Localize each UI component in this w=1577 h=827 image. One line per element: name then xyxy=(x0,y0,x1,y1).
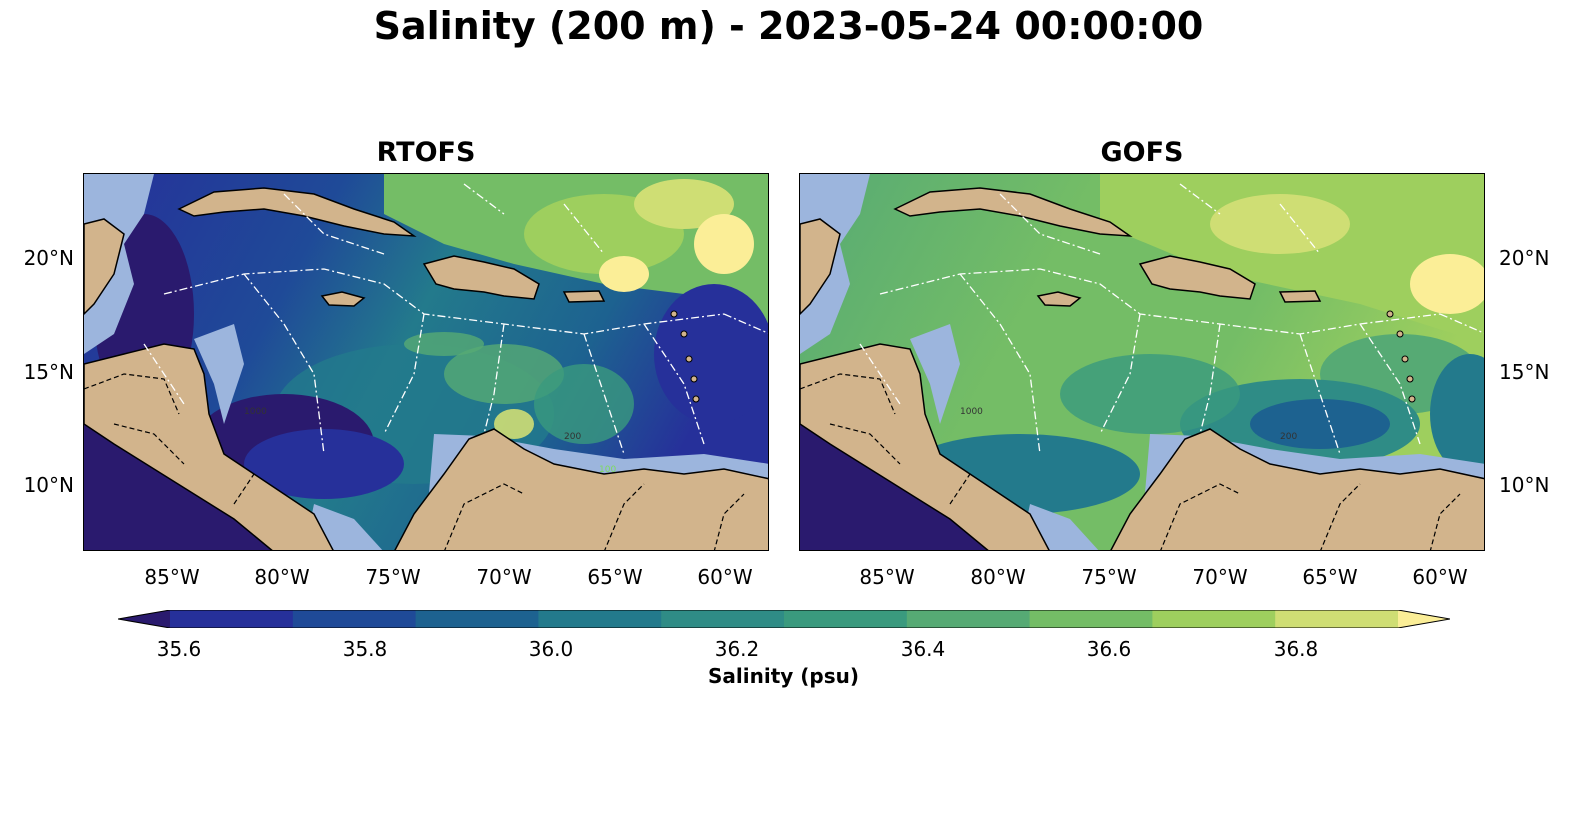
colorbar-tick-label: 36.6 xyxy=(1086,637,1132,661)
contour-label: 100 xyxy=(599,465,616,475)
lat-label-15n-left: 15°N xyxy=(23,360,74,384)
contour-label: 1000 xyxy=(244,407,267,417)
colorbar-segment xyxy=(1275,610,1399,628)
colorbar-extend-max xyxy=(1398,610,1450,628)
lon-label-65w-left: 65°W xyxy=(587,565,643,589)
colorbar-segment xyxy=(661,610,785,628)
colorbar-segment xyxy=(538,610,662,628)
colorbar-tick-label: 36.8 xyxy=(1273,637,1319,661)
lon-label-75w-left: 75°W xyxy=(365,565,421,589)
panel-title-rtofs: RTOFS xyxy=(376,137,476,168)
lon-label-85w-left: 85°W xyxy=(144,565,200,589)
lat-label-20n-right: 20°N xyxy=(1499,246,1550,270)
contour-label: 200 xyxy=(564,432,581,442)
lat-label-10n-right: 10°N xyxy=(1499,473,1550,497)
lon-label-80w-right: 80°W xyxy=(970,565,1026,589)
colorbar-tick-label: 35.8 xyxy=(342,637,388,661)
lon-label-60w-left: 60°W xyxy=(697,565,753,589)
panel-title-gofs: GOFS xyxy=(1100,137,1184,168)
colorbar-tick-label: 35.6 xyxy=(156,637,202,661)
lat-label-10n-left: 10°N xyxy=(23,473,74,497)
colorbar-segment xyxy=(784,610,908,628)
colorbar-segment xyxy=(415,610,539,628)
colorbar-label: Salinity (psu) xyxy=(707,664,859,688)
lon-label-85w-right: 85°W xyxy=(859,565,915,589)
contour-label: 1000 xyxy=(960,407,983,417)
lon-label-70w-left: 70°W xyxy=(476,565,532,589)
lat-label-15n-right: 15°N xyxy=(1499,360,1550,384)
colorbar-tick-label: 36.0 xyxy=(528,637,574,661)
rtofs-salinity-map: 1000 200 100 xyxy=(83,173,769,551)
colorbar-segment xyxy=(292,610,417,628)
lon-label-75w-right: 75°W xyxy=(1081,565,1137,589)
lon-label-70w-right: 70°W xyxy=(1192,565,1248,589)
lon-label-60w-right: 60°W xyxy=(1412,565,1468,589)
lat-label-20n-left: 20°N xyxy=(23,246,74,270)
lon-label-80w-left: 80°W xyxy=(254,565,310,589)
figure-title: Salinity (200 m) - 2023-05-24 00:00:00 xyxy=(373,4,1204,48)
colorbar-tick-label: 36.2 xyxy=(714,637,760,661)
colorbar-extend-min xyxy=(118,610,170,628)
colorbar-tick-label: 36.4 xyxy=(900,637,946,661)
colorbar xyxy=(118,610,1450,628)
gofs-salinity-map: 1000 200 xyxy=(799,173,1485,551)
colorbar-segment xyxy=(906,610,1031,628)
lon-label-65w-right: 65°W xyxy=(1302,565,1358,589)
contour-label: 200 xyxy=(1280,432,1297,442)
colorbar-segment xyxy=(1152,610,1276,628)
colorbar-segment xyxy=(1029,610,1153,628)
colorbar-segment xyxy=(170,610,294,628)
